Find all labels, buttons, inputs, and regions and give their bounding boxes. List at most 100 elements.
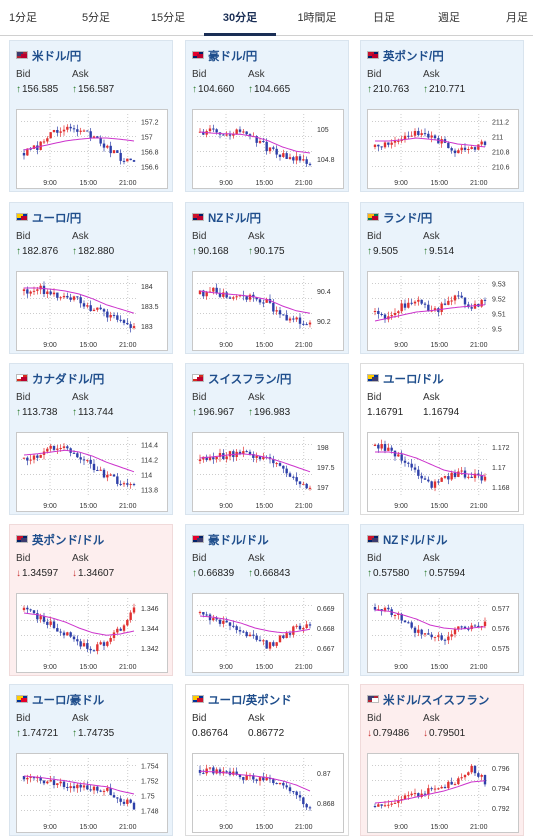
pair-name[interactable]: 米ドル/円 xyxy=(32,51,82,63)
candle xyxy=(59,131,62,133)
mini-chart[interactable]: 105 104.8 9:00 15:00 21:00 xyxy=(192,109,344,189)
up-arrow-icon: ↑ xyxy=(423,84,428,95)
pair-name[interactable]: 米ドル/スイスフラン xyxy=(383,695,490,707)
mini-chart[interactable]: 9.53 9.52 9.51 9.5 9:00 15:00 21:00 xyxy=(367,271,519,351)
candle xyxy=(433,481,437,488)
pair-name[interactable]: カナダドル/円 xyxy=(32,374,105,386)
x-tick-label: 9:00 xyxy=(219,664,233,671)
ask-value: ↑104.665 xyxy=(248,84,290,95)
x-tick-label: 15:00 xyxy=(431,342,449,349)
candle xyxy=(238,630,242,632)
rate-card[interactable]: カナダドル/円 Bid Ask ↑113.738 ↑113.744 114.4 114.2 1… xyxy=(9,363,173,515)
x-tick-label: 15:00 xyxy=(256,664,274,671)
x-tick-label: 9:00 xyxy=(394,342,408,349)
candle xyxy=(238,451,242,454)
mini-chart[interactable]: 1.346 1.344 1.342 9:00 15:00 21:00 xyxy=(16,593,168,673)
candle xyxy=(205,614,208,616)
pair-name[interactable]: 豪ドル/ドル xyxy=(208,535,269,547)
mini-chart[interactable]: 211.2 211 210.8 210.6 9:00 15:00 21:00 xyxy=(367,109,519,189)
pair-name[interactable]: ユーロ/英ポンド xyxy=(208,695,292,707)
tab-3[interactable]: 30分足 xyxy=(204,0,276,36)
candle xyxy=(302,483,305,485)
ask-label: Ask xyxy=(423,69,440,80)
rate-card[interactable]: 豪ドル/ドル Bid Ask ↑0.66839 ↑0.66843 0.669 0.668 0.… xyxy=(185,524,349,676)
rate-card[interactable]: 豪ドル/円 Bid Ask ↑104.660 ↑104.665 105 104.8 9:00 1… xyxy=(185,40,349,192)
candle xyxy=(302,159,305,161)
moving-average-line xyxy=(199,770,311,792)
tab-2[interactable]: 15分足 xyxy=(150,12,186,24)
candle xyxy=(242,131,245,133)
candle xyxy=(69,632,72,637)
pair-name[interactable]: 英ポンド/ドル xyxy=(32,535,105,547)
x-tick-label: 9:00 xyxy=(43,180,57,187)
rate-card[interactable]: NZドル/円 Bid Ask ↑90.168 ↑90.175 90.4 90.2 9:00 15… xyxy=(185,202,349,354)
mini-chart[interactable]: 114.4 114.2 114 113.8 9:00 15:00 21:00 xyxy=(16,432,168,512)
candle xyxy=(235,626,238,631)
rate-card[interactable]: ユーロ/ドル Bid Ask 1.16791 1.16794 1.172 1.17 1.168… xyxy=(360,363,524,515)
tab-0[interactable]: 1分足 xyxy=(8,12,38,24)
candle xyxy=(56,130,59,133)
bid-value: ↑196.967 xyxy=(192,407,234,418)
candle xyxy=(258,777,262,781)
pair-name[interactable]: ユーロ/豪ドル xyxy=(32,695,105,707)
pair-name[interactable]: NZドル/円 xyxy=(208,213,262,225)
rate-card[interactable]: 米ドル/円 Bid Ask ↑156.585 ↑156.587 157.2 157 156.8… xyxy=(9,40,173,192)
candle xyxy=(262,777,265,781)
pair-name[interactable]: ユーロ/ドル xyxy=(383,374,444,386)
mini-chart[interactable]: 157.2 157 156.8 156.6 9:00 15:00 21:00 xyxy=(16,109,168,189)
mini-chart[interactable]: 1.172 1.17 1.168 9:00 15:00 21:00 xyxy=(367,432,519,512)
pair-name[interactable]: 英ポンド/円 xyxy=(383,51,444,63)
rate-card[interactable]: ランド/円 Bid Ask ↑9.505 ↑9.514 9.53 9.52 9.51 9.5 9:… xyxy=(360,202,524,354)
moving-average-line xyxy=(23,612,135,636)
candle xyxy=(282,465,285,469)
pair-name[interactable]: ユーロ/円 xyxy=(32,213,82,225)
candle xyxy=(96,786,99,791)
tab-1[interactable]: 5分足 xyxy=(81,12,111,24)
up-arrow-icon: ↑ xyxy=(72,407,77,418)
pair-name[interactable]: スイスフラン/円 xyxy=(208,374,292,386)
ask-label: Ask xyxy=(72,231,89,242)
x-tick-label: 9:00 xyxy=(43,342,57,349)
tab-4[interactable]: 1時間足 xyxy=(297,12,337,24)
x-tick-label: 9:00 xyxy=(394,503,408,510)
rate-card[interactable]: ユーロ/豪ドル Bid Ask ↑1.74721 ↑1.74735 1.754 1.752 1… xyxy=(9,684,173,836)
mini-chart[interactable]: 0.669 0.668 0.667 9:00 15:00 21:00 xyxy=(192,593,344,673)
rate-card[interactable]: NZドル/ドル Bid Ask ↑0.57580 ↑0.57594 0.577 0.576 0… xyxy=(360,524,524,676)
candle xyxy=(383,314,387,320)
mini-chart[interactable]: 90.4 90.2 9:00 15:00 21:00 xyxy=(192,271,344,351)
candle xyxy=(32,776,36,779)
mini-chart[interactable]: 198 197.5 197 9:00 15:00 21:00 xyxy=(192,432,344,512)
candle xyxy=(52,292,56,295)
pair-name[interactable]: 豪ドル/円 xyxy=(208,51,258,63)
mini-chart[interactable]: 0.87 0.868 9:00 15:00 21:00 xyxy=(192,753,344,833)
candle xyxy=(262,141,265,143)
rate-card[interactable]: スイスフラン/円 Bid Ask ↑196.967 ↑196.983 198 197.5 19… xyxy=(185,363,349,515)
candle xyxy=(116,315,119,320)
candle xyxy=(205,292,208,297)
rate-card[interactable]: 米ドル/スイスフラン Bid Ask ↓0.79486 ↓0.79501 0.796 0.7… xyxy=(360,684,524,836)
mini-chart[interactable]: 1.754 1.752 1.75 1.748 9:00 15:00 21:00 xyxy=(16,753,168,833)
x-tick-label: 21:00 xyxy=(119,664,137,671)
rate-card[interactable]: ユーロ/円 Bid Ask ↑182.876 ↑182.880 184 183.5 183 9:… xyxy=(9,202,173,354)
tab-7[interactable]: 月足 xyxy=(506,12,528,24)
mini-chart[interactable]: 184 183.5 183 9:00 15:00 21:00 xyxy=(16,271,168,351)
down-arrow-icon: ↓ xyxy=(72,568,77,579)
tab-5[interactable]: 日足 xyxy=(373,12,395,24)
rate-card[interactable]: ユーロ/英ポンド Bid Ask 0.86764 0.86772 0.87 0.868 9:0… xyxy=(185,684,349,836)
tab-6[interactable]: 週足 xyxy=(438,12,460,24)
pair-name[interactable]: ランド/円 xyxy=(383,213,433,225)
y-tick-label: 0.667 xyxy=(317,646,335,653)
candle xyxy=(483,775,487,785)
candle xyxy=(393,313,397,316)
pair-name[interactable]: NZドル/ドル xyxy=(383,535,448,547)
mini-chart[interactable]: 0.577 0.576 0.575 9:00 15:00 21:00 xyxy=(367,593,519,673)
x-tick-label: 15:00 xyxy=(80,664,98,671)
candle xyxy=(473,147,477,150)
mini-chart[interactable]: 0.796 0.794 0.792 9:00 15:00 21:00 xyxy=(367,753,519,833)
rate-card[interactable]: 英ポンド/ドル Bid Ask ↓1.34597 ↓1.34607 1.346 1.344 1… xyxy=(9,524,173,676)
rate-card[interactable]: 英ポンド/円 Bid Ask ↑210.763 ↑210.771 211.2 211 210.… xyxy=(360,40,524,192)
candle xyxy=(82,785,86,788)
ch-jp-flag xyxy=(192,374,204,382)
candle xyxy=(245,451,248,453)
candle xyxy=(377,311,380,314)
